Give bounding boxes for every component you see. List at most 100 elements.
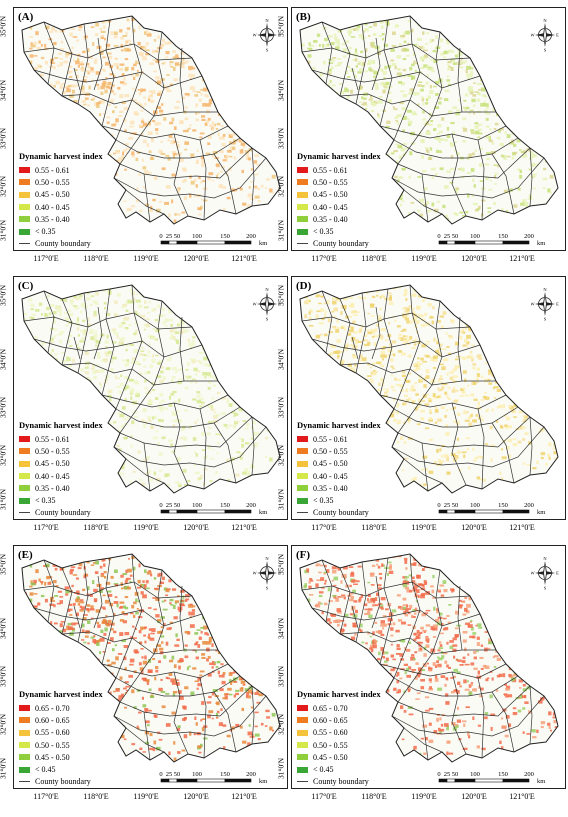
raster-cell (447, 19, 451, 22)
raster-cell (548, 442, 552, 447)
raster-cell (103, 416, 106, 419)
raster-cell (93, 60, 98, 64)
raster-cell (186, 288, 192, 291)
raster-cell (177, 286, 183, 291)
raster-cell (160, 152, 166, 155)
raster-cell (92, 335, 98, 339)
raster-cell (512, 314, 517, 317)
raster-cell (432, 49, 437, 53)
raster-cell (72, 305, 78, 307)
raster-cell (110, 85, 115, 88)
raster-cell (176, 418, 179, 421)
raster-cell (244, 319, 249, 323)
raster-cell (171, 132, 174, 135)
raster-cell (517, 374, 523, 377)
raster-cell (246, 324, 251, 328)
raster-cell (44, 88, 50, 91)
raster-cell (441, 27, 445, 32)
raster-cell (327, 120, 332, 123)
raster-cell (40, 44, 43, 47)
raster-cell (158, 418, 161, 422)
raster-cell (135, 101, 140, 105)
legend-item: 0.35 - 0.40 (19, 213, 151, 225)
raster-cell (211, 285, 216, 289)
raster-cell (508, 115, 513, 118)
raster-cell (218, 184, 223, 189)
raster-cell (302, 337, 305, 342)
raster-cell (442, 311, 447, 315)
raster-cell (163, 117, 167, 121)
raster-cell (349, 89, 353, 94)
raster-cell (118, 390, 122, 394)
raster-cell (246, 50, 252, 53)
raster-cell (24, 74, 27, 77)
raster-cell (142, 408, 147, 413)
raster-cell (420, 468, 425, 471)
raster-cell (473, 381, 477, 385)
panel-label: (D) (296, 280, 312, 292)
county-boundaries (23, 15, 267, 223)
raster-cell (542, 58, 548, 60)
raster-cell (489, 340, 493, 343)
raster-cell (457, 16, 461, 18)
raster-cell (530, 337, 534, 342)
raster-cell (461, 391, 466, 394)
raster-cell (544, 150, 549, 154)
raster-cell (241, 443, 245, 448)
raster-cell (179, 285, 183, 287)
raster-cell (211, 128, 214, 131)
raster-cell (315, 334, 321, 339)
raster-cell (536, 363, 542, 367)
raster-cell (196, 360, 201, 362)
raster-cell (530, 175, 536, 178)
raster-cell (374, 335, 379, 338)
raster-cell (477, 123, 483, 126)
raster-cell (123, 605, 126, 609)
raster-cell (163, 85, 166, 88)
raster-cell (205, 59, 208, 62)
raster-cell (237, 334, 241, 339)
raster-cell (470, 393, 475, 397)
raster-cell (412, 340, 416, 343)
raster-cell (472, 320, 476, 324)
raster-cell (300, 412, 305, 416)
raster-cell (427, 209, 432, 213)
raster-cell (506, 64, 511, 68)
raster-cell (100, 91, 104, 95)
raster-cell (73, 679, 78, 683)
raster-cell (516, 66, 520, 69)
raster-cell (445, 409, 449, 412)
raster-cell (60, 83, 65, 85)
raster-cell (346, 95, 350, 99)
raster-cell (505, 390, 509, 393)
raster-cell (211, 397, 214, 400)
raster-cell (192, 398, 197, 401)
raster-cell (376, 323, 380, 327)
county-boundary (421, 442, 429, 492)
raster-cell (362, 36, 367, 39)
raster-cell (424, 468, 428, 472)
raster-cell (225, 71, 230, 75)
raster-cell (40, 374, 46, 377)
scale-tick-label: 100 (470, 502, 480, 509)
latitude-labels: 35°0'N 34°0'N 33°0'N 32°0'N 31°0'N (0, 4, 8, 249)
raster-cell (532, 333, 537, 336)
raster-cell (333, 116, 337, 121)
raster-cell (507, 34, 512, 38)
raster-cell (189, 358, 195, 361)
raster-cell (192, 311, 196, 316)
raster-cell (266, 121, 270, 124)
raster-cell (175, 54, 179, 58)
raster-cell (223, 379, 229, 382)
raster-cell (468, 327, 472, 332)
raster-cell (109, 360, 114, 363)
raster-cell (230, 593, 235, 598)
raster-cell (385, 141, 390, 144)
raster-cell (320, 333, 323, 336)
raster-cell (208, 32, 212, 35)
raster-cell (519, 355, 523, 358)
raster-cell (518, 388, 524, 392)
raster-cell (438, 97, 443, 100)
raster-cell (465, 69, 468, 74)
raster-cell (190, 73, 195, 78)
